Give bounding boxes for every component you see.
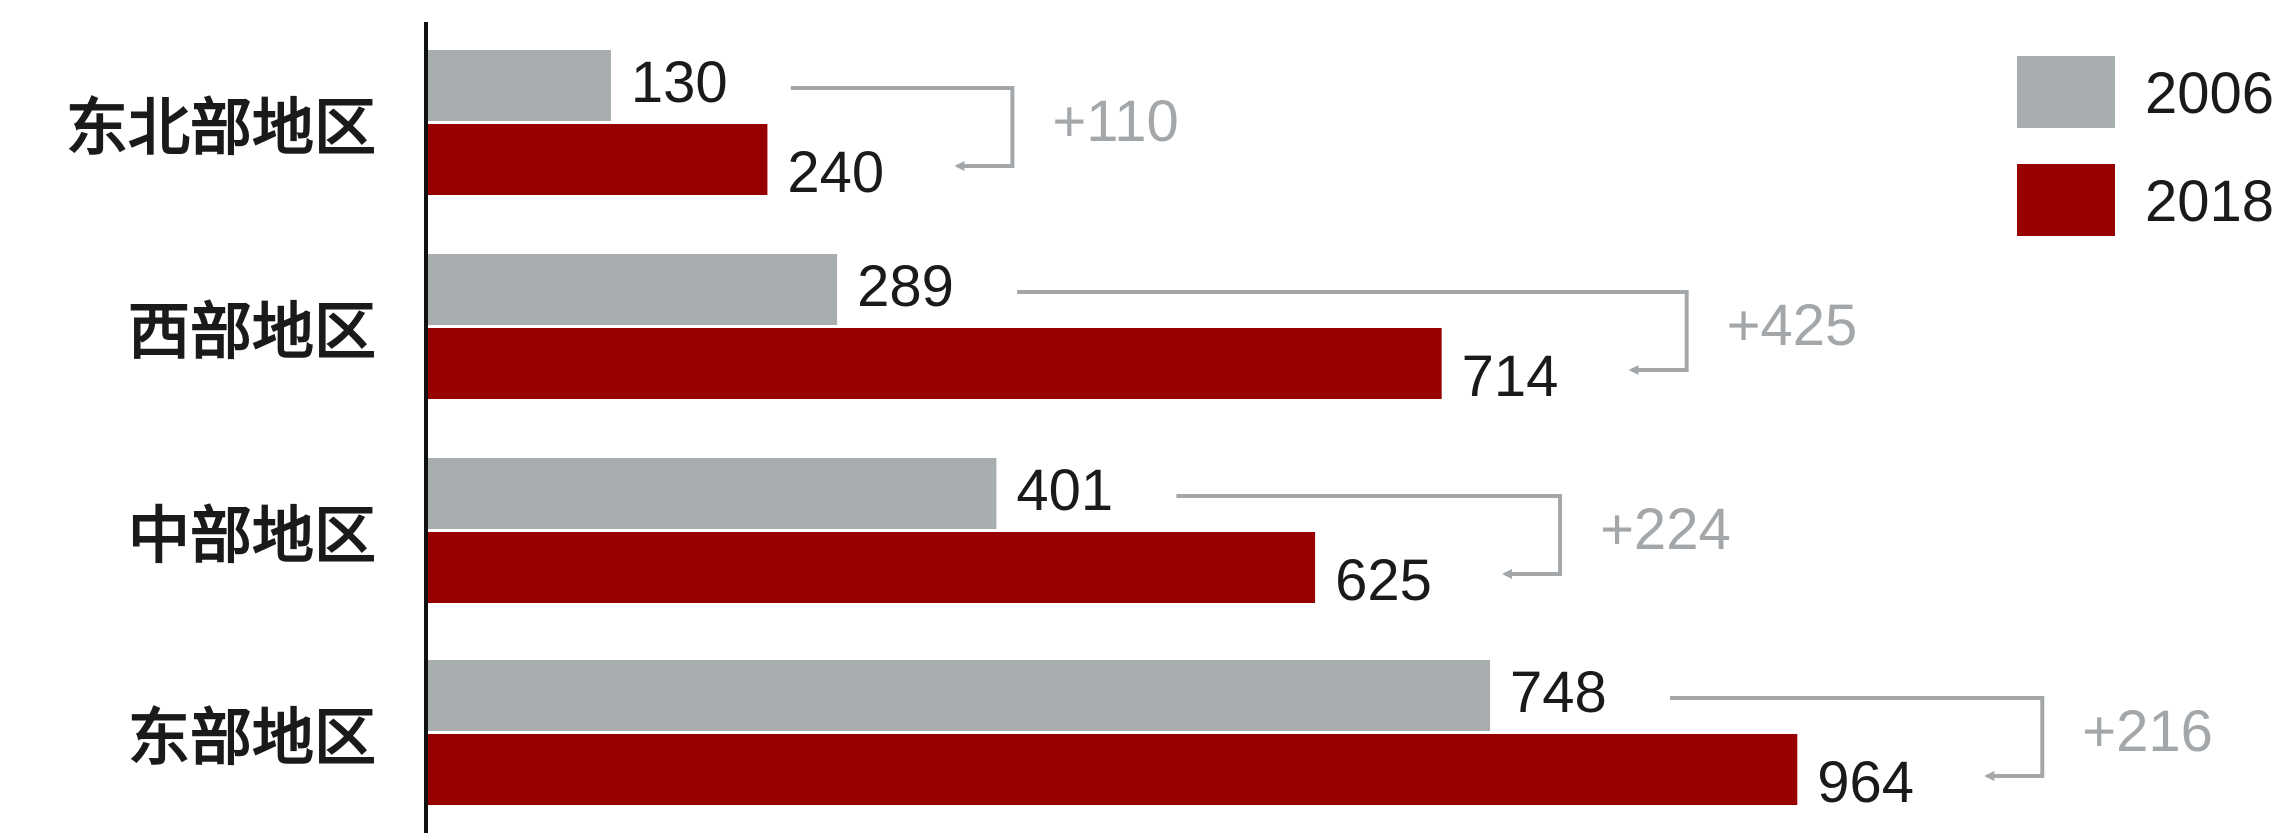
change-arrow: [790, 86, 1015, 171]
bar-2018: [426, 328, 1442, 399]
bar-2018: [426, 734, 1798, 805]
change-arrow: [1176, 494, 1563, 579]
change-arrow: [1017, 290, 1689, 375]
value-label-2006: 289: [857, 254, 954, 319]
value-label-2006: 130: [631, 50, 728, 115]
difference-label: +425: [1727, 293, 1858, 358]
labels-layer: 东北部地区 130 240 +110 西部地区 289 714 +425 中部地区 401 625 +…: [66, 50, 2213, 815]
value-label-2006: 401: [1016, 458, 1113, 523]
bar-2006: [426, 458, 997, 529]
category-label: 东部地区: [128, 701, 376, 774]
bar-2006: [426, 254, 838, 325]
value-label-2018: 240: [787, 140, 884, 205]
value-label-2006: 748: [1510, 660, 1607, 725]
category-label: 西部地区: [128, 295, 376, 368]
value-label-2018: 625: [1335, 548, 1432, 613]
category-label: 东北部地区: [66, 91, 376, 164]
bar-2006: [426, 50, 611, 121]
legend-label-2018: 2018: [2145, 169, 2274, 234]
change-arrow: [1670, 696, 2045, 781]
bar-2018: [426, 124, 768, 195]
legend-swatch-2006: [2017, 56, 2115, 128]
legend-swatch-2018: [2017, 164, 2115, 236]
value-label-2018: 964: [1817, 750, 1914, 815]
category-label: 中部地区: [128, 499, 376, 572]
value-label-2018: 714: [1462, 344, 1559, 409]
difference-label: +216: [2082, 699, 2213, 764]
legend-label-2006: 2006: [2145, 61, 2274, 126]
bar-2018: [426, 532, 1316, 603]
bar-2006: [426, 660, 1491, 731]
difference-label: +110: [1052, 89, 1178, 154]
bars-layer: [426, 50, 1798, 805]
difference-label: +224: [1600, 497, 1731, 562]
legend: 2006 2018: [2017, 56, 2274, 236]
